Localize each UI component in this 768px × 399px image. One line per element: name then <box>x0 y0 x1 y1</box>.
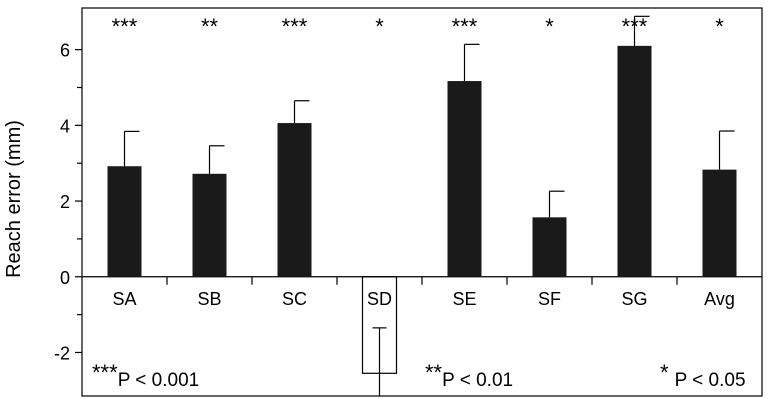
bars <box>107 15 737 396</box>
significance-label: *** <box>112 14 138 39</box>
significance-label: ** <box>201 14 219 39</box>
bar <box>107 166 142 277</box>
y-tick-label: 0 <box>60 268 70 288</box>
significance-label: *** <box>282 14 308 39</box>
category-label: SF <box>538 289 561 309</box>
labels: SA *** SB ** SC *** SD * SE *** SF * SG *** Avg * <box>112 14 735 309</box>
legend-item-1: **P < 0.01 <box>425 360 513 391</box>
bar <box>702 169 737 277</box>
bar <box>277 123 312 277</box>
y-axis-label: Reach error (mm) <box>3 120 25 278</box>
bar <box>617 45 652 277</box>
bar <box>532 217 567 277</box>
significance-label: *** <box>622 14 648 39</box>
significance-label: *** <box>452 14 478 39</box>
category-label: SA <box>112 289 136 309</box>
y-tick-label: -2 <box>54 343 70 363</box>
y-tick-label: 2 <box>60 192 70 212</box>
y-tick-label: 4 <box>60 116 70 136</box>
plot-frame <box>81 7 763 397</box>
category-label: SE <box>452 289 476 309</box>
significance-label: * <box>715 14 724 39</box>
category-label: Avg <box>704 289 735 309</box>
significance-label: * <box>545 14 554 39</box>
legend-stars-0: *** <box>92 360 118 385</box>
significance-label: * <box>375 14 384 39</box>
legend: ***P < 0.001 **P < 0.01 * P < 0.05 <box>92 360 746 391</box>
legend-item-2: * P < 0.05 <box>660 360 746 391</box>
bar <box>447 81 482 277</box>
legend-stars-2: * <box>660 360 669 385</box>
legend-item-0: ***P < 0.001 <box>92 360 199 391</box>
category-label: SC <box>282 289 307 309</box>
legend-text-1: P < 0.01 <box>442 370 513 391</box>
legend-stars-1: ** <box>425 360 443 385</box>
legend-text-2: P < 0.05 <box>675 370 746 391</box>
legend-text-0: P < 0.001 <box>118 370 200 391</box>
bar <box>192 173 227 277</box>
y-tick-label: 6 <box>60 41 70 61</box>
category-label: SB <box>197 289 221 309</box>
axes: -2 0 2 4 6 <box>54 7 763 397</box>
category-label: SD <box>367 289 392 309</box>
category-label: SG <box>621 289 647 309</box>
